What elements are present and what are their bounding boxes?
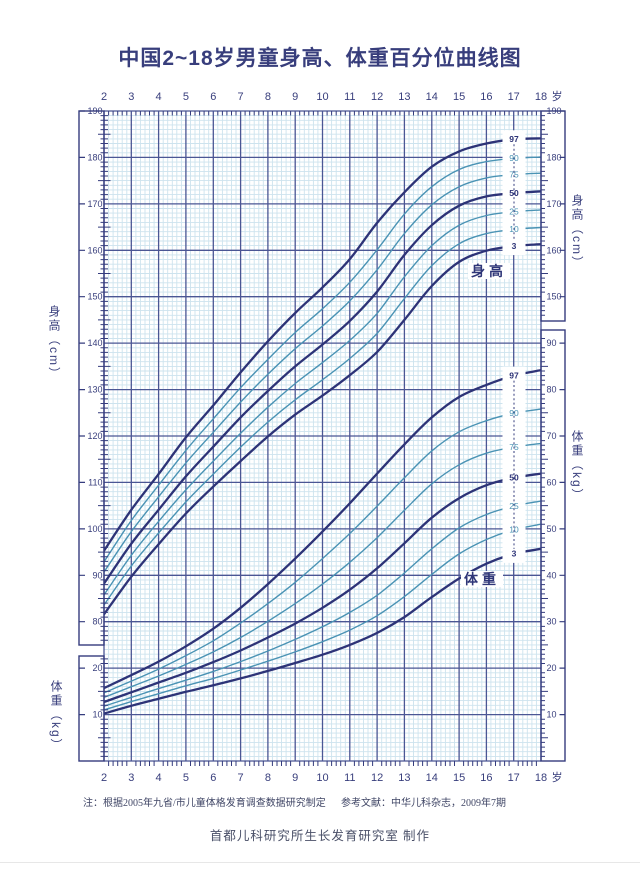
height-curves-label: 身高 <box>468 263 510 279</box>
svg-text:10: 10 <box>509 224 519 234</box>
svg-text:6: 6 <box>210 772 216 784</box>
svg-text:97: 97 <box>509 370 519 380</box>
svg-text:8: 8 <box>265 91 271 103</box>
svg-text:12: 12 <box>371 772 383 784</box>
svg-text:9: 9 <box>292 91 298 103</box>
right-weight-axis-title: 体重（kg） <box>570 430 584 503</box>
svg-text:6: 6 <box>210 91 216 103</box>
svg-text:13: 13 <box>398 772 410 784</box>
svg-text:9: 9 <box>292 772 298 784</box>
svg-text:25: 25 <box>509 207 519 217</box>
svg-text:25: 25 <box>509 501 519 511</box>
svg-text:190: 190 <box>547 106 562 116</box>
svg-text:90: 90 <box>547 338 557 348</box>
svg-text:3: 3 <box>128 772 134 784</box>
credit-line: 首都儿科研究所生长发育研究室 制作 <box>209 829 431 843</box>
svg-text:3: 3 <box>512 549 517 559</box>
svg-text:岁: 岁 <box>552 89 563 103</box>
svg-text:90: 90 <box>509 153 519 163</box>
svg-text:190: 190 <box>87 106 102 116</box>
svg-text:18: 18 <box>535 91 547 103</box>
svg-text:10: 10 <box>509 525 519 535</box>
svg-text:20: 20 <box>547 663 557 673</box>
svg-text:110: 110 <box>88 477 102 487</box>
svg-text:15: 15 <box>453 772 465 784</box>
svg-text:80: 80 <box>547 385 557 395</box>
left-weight-axis-title: 体重（kg） <box>49 680 63 753</box>
svg-text:5: 5 <box>183 91 189 103</box>
weight-curves-label: 体重 <box>461 571 503 587</box>
svg-text:2: 2 <box>101 772 107 784</box>
right-height-axis-title: 身高（cm） <box>570 194 584 270</box>
svg-text:15: 15 <box>453 91 465 103</box>
left-height-axis-title: 身高（cm） <box>47 305 61 381</box>
svg-text:4: 4 <box>156 91 162 103</box>
svg-text:75: 75 <box>509 169 519 179</box>
svg-text:50: 50 <box>547 524 557 534</box>
svg-text:75: 75 <box>509 442 519 452</box>
svg-text:18: 18 <box>535 772 547 784</box>
svg-text:5: 5 <box>183 772 189 784</box>
svg-text:100: 100 <box>87 524 102 534</box>
svg-text:170: 170 <box>547 199 562 209</box>
svg-text:17: 17 <box>508 772 520 784</box>
svg-text:岁: 岁 <box>552 770 563 784</box>
svg-text:7: 7 <box>238 772 244 784</box>
svg-text:160: 160 <box>87 245 102 255</box>
svg-text:7: 7 <box>238 91 244 103</box>
svg-text:20: 20 <box>92 663 102 673</box>
svg-text:10: 10 <box>547 710 557 720</box>
svg-text:97: 97 <box>509 134 519 144</box>
svg-text:90: 90 <box>92 570 102 580</box>
svg-text:10: 10 <box>316 91 328 103</box>
svg-text:14: 14 <box>426 91 438 103</box>
svg-text:160: 160 <box>547 245 562 255</box>
svg-text:10: 10 <box>92 710 102 720</box>
svg-text:30: 30 <box>547 617 557 627</box>
svg-text:14: 14 <box>426 772 438 784</box>
svg-text:16: 16 <box>480 772 492 784</box>
svg-text:50: 50 <box>509 473 519 483</box>
svg-text:2: 2 <box>101 91 107 103</box>
svg-text:11: 11 <box>344 772 355 784</box>
svg-text:8: 8 <box>265 772 271 784</box>
svg-text:150: 150 <box>87 292 102 302</box>
svg-text:50: 50 <box>509 188 519 198</box>
note-reference: 参考文献：中华儿科杂志，2009年7期 <box>341 798 506 809</box>
svg-text:60: 60 <box>547 477 557 487</box>
svg-text:90: 90 <box>509 408 519 418</box>
page-title: 中国2~18岁男童身高、体重百分位曲线图 <box>118 47 522 70</box>
page-bottom-divider <box>0 862 640 863</box>
svg-text:80: 80 <box>92 617 102 627</box>
svg-text:120: 120 <box>87 431 102 441</box>
svg-text:40: 40 <box>547 570 557 580</box>
svg-text:3: 3 <box>128 91 134 103</box>
note-source: 注：根据2005年九省/市儿童体格发育调查数据研究制定 <box>83 798 326 809</box>
svg-text:180: 180 <box>547 152 562 162</box>
svg-text:140: 140 <box>87 338 102 348</box>
svg-text:12: 12 <box>371 91 383 103</box>
svg-text:180: 180 <box>87 152 102 162</box>
svg-text:130: 130 <box>87 385 102 395</box>
svg-text:170: 170 <box>87 199 102 209</box>
svg-text:70: 70 <box>547 431 557 441</box>
svg-text:13: 13 <box>398 91 410 103</box>
svg-text:17: 17 <box>508 91 520 103</box>
svg-text:10: 10 <box>316 772 328 784</box>
svg-text:4: 4 <box>156 772 162 784</box>
svg-text:11: 11 <box>344 91 355 103</box>
svg-text:16: 16 <box>480 91 492 103</box>
svg-text:3: 3 <box>512 241 517 251</box>
svg-text:150: 150 <box>547 292 562 302</box>
